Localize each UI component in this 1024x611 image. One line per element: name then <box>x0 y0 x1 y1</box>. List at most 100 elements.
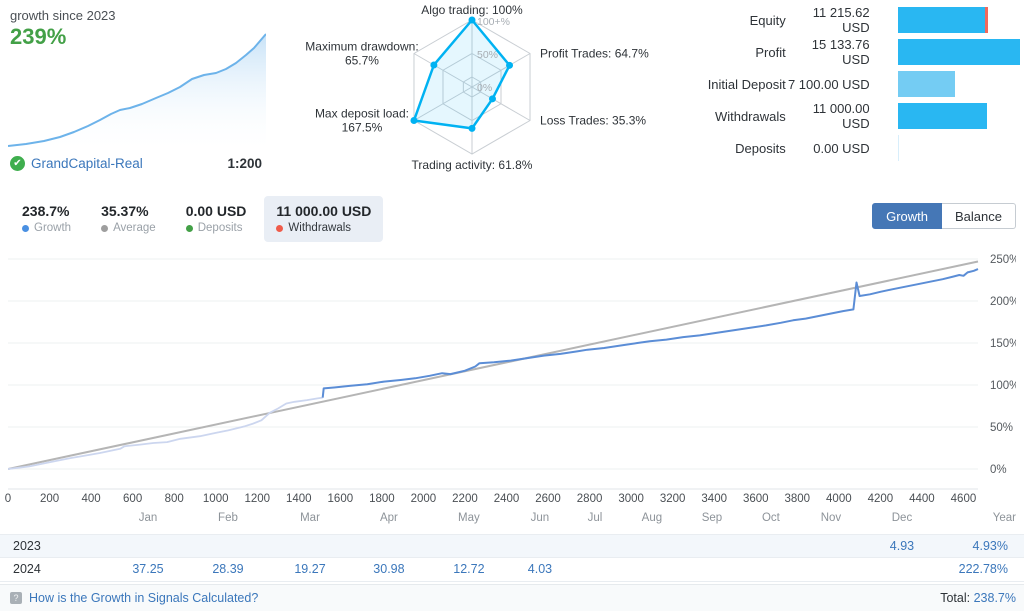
x-tick-label: 1800 <box>369 493 395 505</box>
growth-chart-area[interactable]: 0% 50% 100% 150% 200% 250% <box>7 252 1019 490</box>
chip-label-text: Growth <box>34 222 72 234</box>
equity-stats-panel: Equity 11 215.62 USD Profit 15 133.76 USD In… <box>690 4 1020 164</box>
help-icon: ? <box>10 592 22 604</box>
summary-chip-deposits[interactable]: 0.00 USD Deposits <box>174 196 259 242</box>
monthly-growth-value: 30.98 <box>373 562 405 576</box>
x-axis-months: Jan Feb Mar Apr May Jun Jul Aug Sep Oct Nov Dec Year <box>8 512 1016 527</box>
stat-label: Deposits <box>735 140 786 156</box>
footer-bar: ? How is the Growth in Signals Calculate… <box>0 584 1024 611</box>
radar-label-profit-trades: Profit Trades: 64.7% <box>540 47 649 61</box>
y-axis-label: 200% <box>990 296 1016 308</box>
broker-account-link[interactable]: GrandCapital-Real <box>31 156 143 171</box>
x-tick-label: 200 <box>39 493 60 505</box>
x-tick-label: 2400 <box>493 493 520 505</box>
chip-label: Average <box>101 222 156 234</box>
x-axis-ticks: 0 200 400 600 800 1000 1200 1400 1600 1800 2000 220… <box>4 493 1016 508</box>
radar-label-trading-activity: Trading activity: 61.8% <box>412 158 533 172</box>
radar-label-max-deposit-load-value: 167.5% <box>342 121 383 135</box>
stat-label: Profit <box>755 44 786 60</box>
series-growth-2023-early <box>7 396 323 470</box>
bar-end-marker <box>985 7 989 33</box>
x-tick-label: 4600 <box>950 493 977 505</box>
chip-dot-icon <box>185 224 193 232</box>
sparkline-series <box>8 33 266 154</box>
month-label: May <box>458 512 480 524</box>
monthly-growth-value: 37.25 <box>132 562 164 576</box>
month-label: Jul <box>587 512 603 524</box>
x-tick-label: 3400 <box>701 493 727 505</box>
growth-line-chart: 0% 50% 100% 150% 200% 250% <box>7 254 1019 490</box>
equity-stat-row: Equity 11 215.62 USD <box>690 4 1020 36</box>
stat-bar <box>897 71 956 97</box>
radar-label-algo-trading: Algo trading: 100% <box>421 3 523 17</box>
radar-label-max-deposit-load: Max deposit load: <box>315 107 409 121</box>
year-total-value: 222.78% <box>958 562 1008 576</box>
verified-check-icon: ✔ <box>10 156 25 171</box>
radar-point-5 <box>430 61 438 69</box>
x-tick-label: 400 <box>81 493 101 505</box>
y-axis-label: 50% <box>990 422 1013 434</box>
month-label: Nov <box>820 512 842 524</box>
stat-bar <box>897 39 1020 65</box>
monthly-growth-value: 4.03 <box>527 562 553 576</box>
chart-mode-toggle: Growth Balance <box>872 203 1016 229</box>
growth-caption: growth since 2023 <box>10 8 116 23</box>
chip-label: Deposits <box>185 222 247 234</box>
chip-label-text: Average <box>113 222 156 234</box>
stat-value: 7 100.00 USD <box>787 76 870 92</box>
x-tick-label: 4200 <box>867 493 894 505</box>
month-label: Dec <box>891 512 913 524</box>
monthly-growth-value: 4.93 <box>889 539 915 553</box>
month-label: Sep <box>701 512 723 524</box>
x-tick-label: 4400 <box>909 493 935 505</box>
summary-chip-growth[interactable]: 238.7% Growth <box>10 196 83 242</box>
growth-help-link[interactable]: How is the Growth in Signals Calculated? <box>29 591 259 605</box>
month-label: Jun <box>530 512 550 524</box>
radar-label-max-drawdown-value: 65.7% <box>345 54 379 68</box>
growth-sparkline-chart <box>8 33 266 154</box>
balance-tab-button[interactable]: Balance <box>942 203 1016 229</box>
stat-value: 0.00 USD <box>813 140 870 156</box>
table-row-2024: 2024 37.25 28.39 19.27 30.98 12.72 4.03 222.78% <box>0 558 1024 582</box>
series-growth <box>321 268 979 398</box>
y-axis-label: 100% <box>990 380 1016 392</box>
month-label: Feb <box>218 512 238 524</box>
chip-value: 238.7% <box>22 203 70 219</box>
stat-label: Withdrawals <box>714 108 786 124</box>
y-axis-label: 150% <box>990 338 1016 350</box>
x-tick-label: 3800 <box>784 493 811 505</box>
chip-label-text: Withdrawals <box>288 222 352 234</box>
equity-stat-row: Initial Deposit 7 100.00 USD <box>690 68 1020 100</box>
total-value: 238.7% <box>973 591 1016 605</box>
x-tick-label: 0 <box>4 493 12 505</box>
y-axis-label: 250% <box>990 254 1016 266</box>
stat-value: 11 215.62 USD <box>812 5 870 35</box>
growth-value: 239% <box>10 24 67 49</box>
summary-chip-average[interactable]: 35.37% Average <box>89 196 168 242</box>
x-tick-label: 2200 <box>452 493 478 505</box>
year-column-label: Year <box>992 512 1016 524</box>
radar-panel: 100+% 50% 0% Algo trading: 100% Profit Trade… <box>300 0 680 186</box>
growth-tab-button[interactable]: Growth <box>872 203 943 229</box>
stat-label: Initial Deposit <box>707 76 786 92</box>
monthly-growth-value: 19.27 <box>294 562 326 576</box>
total-label: Total: <box>940 591 971 605</box>
radar-label-max-drawdown: Maximum drawdown: <box>305 40 418 54</box>
chip-dot-icon <box>276 224 284 232</box>
equity-stat-row: Profit 15 133.76 USD <box>690 36 1020 68</box>
month-label: Apr <box>379 512 398 524</box>
x-tick-label: 600 <box>123 493 143 505</box>
radar-label-loss-trades: Loss Trades: 35.3% <box>540 114 646 128</box>
equity-stat-row: Deposits 0.00 USD <box>690 132 1020 164</box>
account-row: ✔ GrandCapital-Real 1:200 <box>10 156 262 171</box>
year-total-value: 4.93% <box>972 539 1008 553</box>
row-year-label: 2024 <box>13 562 41 576</box>
equity-stat-row: Withdrawals 11 000.00 USD <box>690 100 1020 132</box>
stat-label: Equity <box>749 12 786 28</box>
stat-bar <box>897 7 989 33</box>
month-label: Aug <box>641 512 663 524</box>
chip-label: Growth <box>22 222 71 234</box>
summary-chip-withdrawals[interactable]: 11 000.00 USD Withdrawals <box>264 196 384 242</box>
monthly-growth-value: 12.72 <box>453 562 485 576</box>
